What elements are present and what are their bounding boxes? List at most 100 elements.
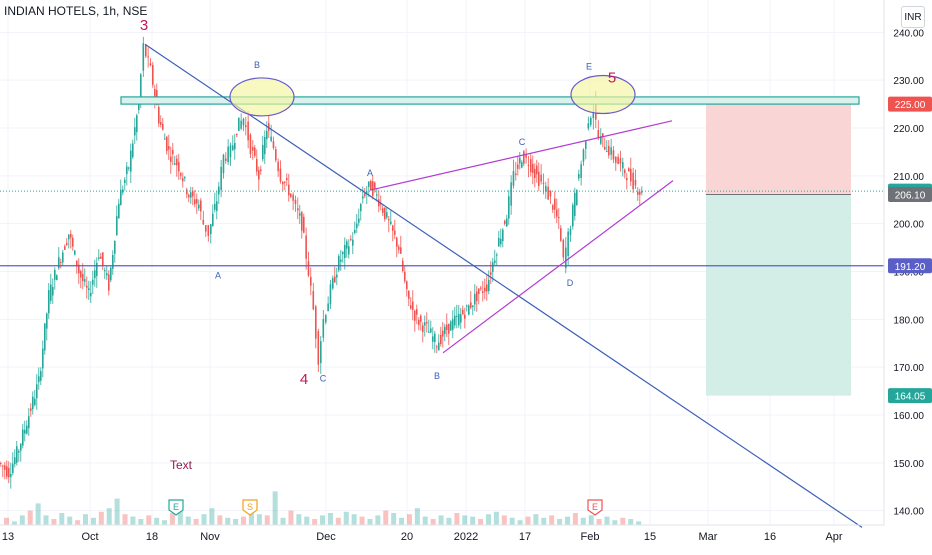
candle bbox=[48, 290, 50, 314]
candle bbox=[86, 285, 88, 288]
candle bbox=[619, 158, 622, 164]
volume-bar bbox=[335, 517, 341, 525]
candle bbox=[525, 154, 527, 158]
triangle-lower-line[interactable] bbox=[442, 180, 674, 354]
candle bbox=[92, 279, 94, 285]
candle bbox=[90, 292, 92, 297]
candle bbox=[424, 322, 426, 326]
price-tag bbox=[888, 96, 932, 112]
candle bbox=[182, 178, 184, 182]
volume-bar bbox=[106, 508, 112, 525]
candle bbox=[418, 319, 420, 326]
candle bbox=[604, 146, 606, 150]
candle bbox=[299, 213, 301, 216]
y-tick-label: 200.00 bbox=[893, 220, 924, 231]
price-axis[interactable] bbox=[884, 0, 932, 550]
pivot-label: B bbox=[434, 371, 440, 381]
volume-bar bbox=[541, 517, 547, 525]
x-tick-label: 15 bbox=[644, 531, 656, 543]
candle bbox=[606, 151, 608, 153]
candle bbox=[492, 262, 494, 272]
candle bbox=[154, 89, 156, 97]
candle bbox=[178, 162, 180, 172]
volume-bar bbox=[209, 508, 215, 525]
volume-bar bbox=[620, 517, 626, 525]
candle bbox=[336, 274, 338, 278]
candle bbox=[517, 164, 519, 169]
candle bbox=[494, 260, 496, 263]
highlight-ellipse[interactable] bbox=[229, 77, 295, 117]
downtrend-line[interactable] bbox=[144, 43, 863, 528]
candle bbox=[390, 221, 392, 224]
candle bbox=[444, 326, 446, 335]
candle bbox=[376, 194, 378, 196]
candle bbox=[14, 457, 16, 464]
candle bbox=[26, 425, 28, 434]
volume-bar bbox=[122, 514, 128, 525]
candle bbox=[28, 416, 30, 429]
candle bbox=[348, 246, 350, 255]
volume-bar bbox=[43, 515, 49, 525]
candle bbox=[470, 302, 472, 308]
volume-bar bbox=[130, 516, 136, 525]
candle bbox=[512, 171, 515, 186]
candle bbox=[218, 186, 220, 195]
volume-bar bbox=[11, 521, 17, 525]
volume-bar bbox=[51, 519, 57, 525]
candle bbox=[637, 191, 639, 195]
candle bbox=[478, 288, 480, 295]
candle bbox=[264, 137, 266, 155]
candle bbox=[464, 314, 466, 319]
candle bbox=[562, 239, 565, 258]
currency-button[interactable]: INR bbox=[901, 6, 925, 28]
candle bbox=[456, 315, 458, 317]
event-marker[interactable] bbox=[587, 499, 603, 516]
candle bbox=[476, 291, 478, 302]
x-tick-label: 20 bbox=[401, 531, 413, 543]
candle bbox=[260, 169, 262, 172]
candle bbox=[68, 234, 70, 240]
candle bbox=[617, 156, 619, 164]
candle bbox=[152, 65, 154, 85]
candle bbox=[238, 117, 240, 131]
candle bbox=[222, 154, 225, 174]
candle bbox=[270, 136, 272, 141]
highlight-ellipse[interactable] bbox=[570, 74, 636, 115]
event-marker-label: E bbox=[173, 502, 179, 512]
candle bbox=[545, 185, 547, 192]
volume-bar bbox=[351, 514, 357, 525]
candle bbox=[344, 244, 346, 258]
candle bbox=[560, 228, 562, 241]
candle bbox=[262, 144, 264, 160]
candle bbox=[484, 287, 486, 292]
candle bbox=[24, 429, 26, 434]
price-tag-label: 206.10 bbox=[895, 190, 926, 201]
event-marker[interactable] bbox=[168, 499, 184, 516]
candle bbox=[70, 233, 72, 238]
candle bbox=[486, 284, 488, 292]
candle bbox=[134, 127, 136, 136]
candle bbox=[400, 247, 402, 254]
candle bbox=[40, 371, 42, 381]
candle bbox=[256, 158, 258, 172]
candle bbox=[216, 201, 218, 211]
triangle-upper-line[interactable] bbox=[369, 120, 673, 191]
candle bbox=[540, 174, 542, 182]
stop-loss-zone[interactable] bbox=[706, 104, 851, 195]
candle bbox=[396, 237, 398, 247]
event-marker[interactable] bbox=[242, 499, 258, 516]
candle bbox=[582, 149, 585, 162]
candle bbox=[46, 313, 48, 329]
candle bbox=[565, 247, 567, 269]
candle bbox=[334, 276, 336, 283]
y-tick-label: 150.00 bbox=[893, 459, 924, 470]
candle bbox=[496, 254, 498, 256]
candle bbox=[612, 150, 615, 160]
volume-bar bbox=[35, 503, 41, 525]
target-zone[interactable] bbox=[706, 194, 851, 396]
resistance-zone[interactable] bbox=[120, 96, 860, 105]
volume-bar bbox=[533, 514, 539, 525]
volume-bar bbox=[162, 520, 168, 525]
